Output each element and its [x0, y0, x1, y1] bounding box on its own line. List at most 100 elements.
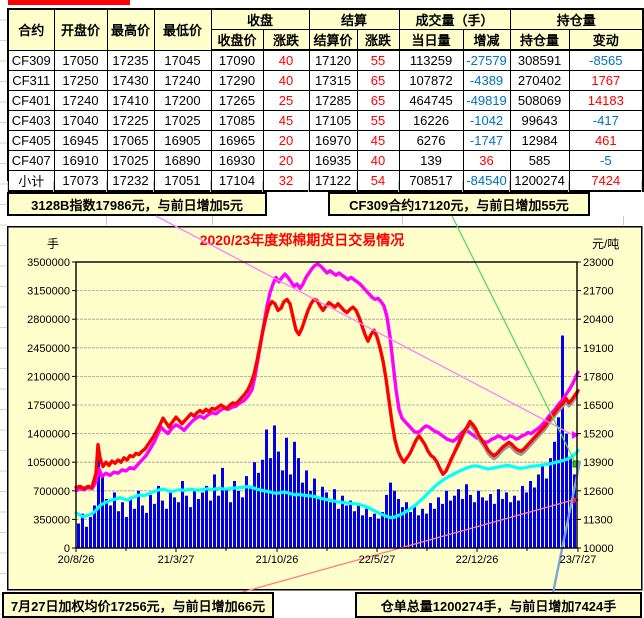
x-axis-label: 21/3/27 [158, 554, 195, 566]
cell: 17025 [153, 110, 212, 131]
chart-title: 2020/23年度郑棉期货日交易情况 [200, 232, 405, 248]
x-axis-label: 20/8/26 [58, 554, 95, 566]
table-body: CF309 17050 17235 17045 17090 40 17120 55 113259… [7, 49, 644, 192]
left-axis-tick-label: 1050000 [27, 457, 70, 469]
sub-header: 增减 [462, 29, 511, 51]
left-axis-tick-label: 2450000 [27, 343, 70, 355]
table-row: CF403 17040 17225 17025 17085 45 17105 55 16226-… [7, 110, 644, 131]
cell: 6276 [398, 130, 464, 151]
series-line-3128B指数 [74, 262, 580, 493]
sheet-left-gridlines [0, 0, 7, 618]
cell: 12984 [509, 130, 570, 151]
cell: 16970 [308, 130, 358, 151]
cell: 16905 [153, 130, 212, 151]
callout-3128b-arrow [572, 431, 579, 439]
table-row: CF311 17250 17430 17240 17290 40 17315 65 107872… [7, 70, 644, 91]
cell: -5 [568, 150, 644, 171]
cell: 45 [356, 130, 400, 151]
gridline [106, 216, 107, 225]
right-axis-tick-label: 19100 [583, 343, 614, 355]
cell: 32 [262, 170, 310, 192]
right-axis-tick-label: 13900 [583, 457, 614, 469]
left-axis-tick-label: 1750000 [27, 400, 70, 412]
cell: 45 [262, 110, 310, 131]
cell: 17265 [210, 90, 264, 111]
gridline [53, 181, 54, 192]
col-header: 最高价 [106, 8, 155, 51]
right-axis-tick-label: 17800 [583, 371, 614, 383]
info-box-3128b-text: 3128B指数17986元，与前日增加5元 [31, 197, 243, 213]
cell: -1747 [462, 130, 511, 151]
cell: 17120 [308, 49, 358, 71]
cell: 464745 [398, 90, 464, 111]
gridline [7, 181, 8, 192]
volume-bars [77, 335, 576, 548]
gridline [356, 181, 357, 192]
left-axis-tick-label: 3150000 [27, 286, 70, 298]
cell: -49819 [462, 90, 511, 111]
cell: CF405 [7, 130, 55, 151]
x-axis-label: 22/12/26 [456, 554, 499, 566]
cell: 17073 [53, 170, 108, 192]
gridline [210, 181, 211, 192]
table-row: CF407 16910 17025 16890 16930 20 16935 40 139 36 5… [7, 150, 644, 171]
table-row: CF405 16945 17065 16905 16965 20 16970 45 6276 -1… [7, 130, 644, 151]
sub-header: 涨跌 [262, 29, 310, 51]
cell: 14183 [568, 90, 644, 111]
price-volume-chart: 2020/23年度郑棉期货日交易情况 手 元/吨 0 10000 350000 11300 7… [7, 215, 643, 594]
cell: 17090 [210, 49, 264, 71]
right-axis-tick-label: 12600 [583, 486, 614, 498]
group-header: 结算 [308, 8, 400, 30]
table-row: CF309 17050 17235 17045 17090 40 17120 55 113259… [7, 49, 644, 71]
cell: -1042 [462, 110, 511, 131]
cell: 54 [356, 170, 400, 192]
cell: 16226 [398, 110, 464, 131]
left-axis-tick-label: 0 [64, 543, 70, 555]
cell: CF311 [7, 70, 55, 91]
cell: 308591 [509, 49, 570, 71]
cell: 270402 [509, 70, 570, 91]
cell: 708517 [398, 170, 464, 192]
cell: 16935 [308, 150, 358, 171]
cell: 17050 [53, 49, 108, 71]
info-box-cf309-text: CF309合约17120元，与前日增加55元 [349, 197, 569, 213]
cell: 16890 [153, 150, 212, 171]
right-axis-tick-label: 10000 [583, 543, 614, 555]
cell: 65 [356, 90, 400, 111]
gridline [402, 216, 403, 225]
gridline [398, 181, 399, 192]
cell: CF403 [7, 110, 55, 131]
gridline [623, 216, 624, 225]
info-box-receipts: 仓单总量1200274手，与前日增加7424手 [355, 592, 642, 618]
sub-header: 持仓量 [509, 29, 570, 51]
cell: -84540 [462, 170, 511, 192]
col-header: 开盘价 [53, 8, 108, 51]
info-box-3128b-index: 3128B指数17986元，与前日增加5元 [7, 192, 267, 216]
gridline [212, 216, 213, 225]
cell: 17250 [53, 70, 108, 91]
cell: 65 [356, 70, 400, 91]
cell: 17225 [106, 110, 155, 131]
cell: 461 [568, 130, 644, 151]
right-axis-tick-label: 15200 [583, 429, 614, 441]
left-axis-tick-label: 1400000 [27, 429, 70, 441]
gridline [153, 181, 154, 192]
group-header: 成交量（手） [398, 8, 511, 30]
series-line-持仓量 [74, 448, 580, 520]
cell: 16910 [53, 150, 108, 171]
callout-receipts [551, 460, 582, 594]
cell: 1767 [568, 70, 644, 91]
left-axis-tick-label: 350000 [33, 514, 70, 526]
sub-header: 变动 [568, 29, 644, 51]
gridline [106, 181, 107, 192]
cell: 40 [356, 150, 400, 171]
cell: -8565 [568, 49, 644, 71]
group-header: 持仓量 [509, 8, 644, 30]
sub-header: 涨跌 [356, 29, 400, 51]
cell: 17285 [308, 90, 358, 111]
red-marker-bar [8, 0, 130, 5]
info-box-weighted-avg-text: 7月27日加权均价17256元，与前日增加66元 [10, 598, 266, 614]
cell: 55 [356, 110, 400, 131]
col-header: 合约 [7, 8, 55, 51]
